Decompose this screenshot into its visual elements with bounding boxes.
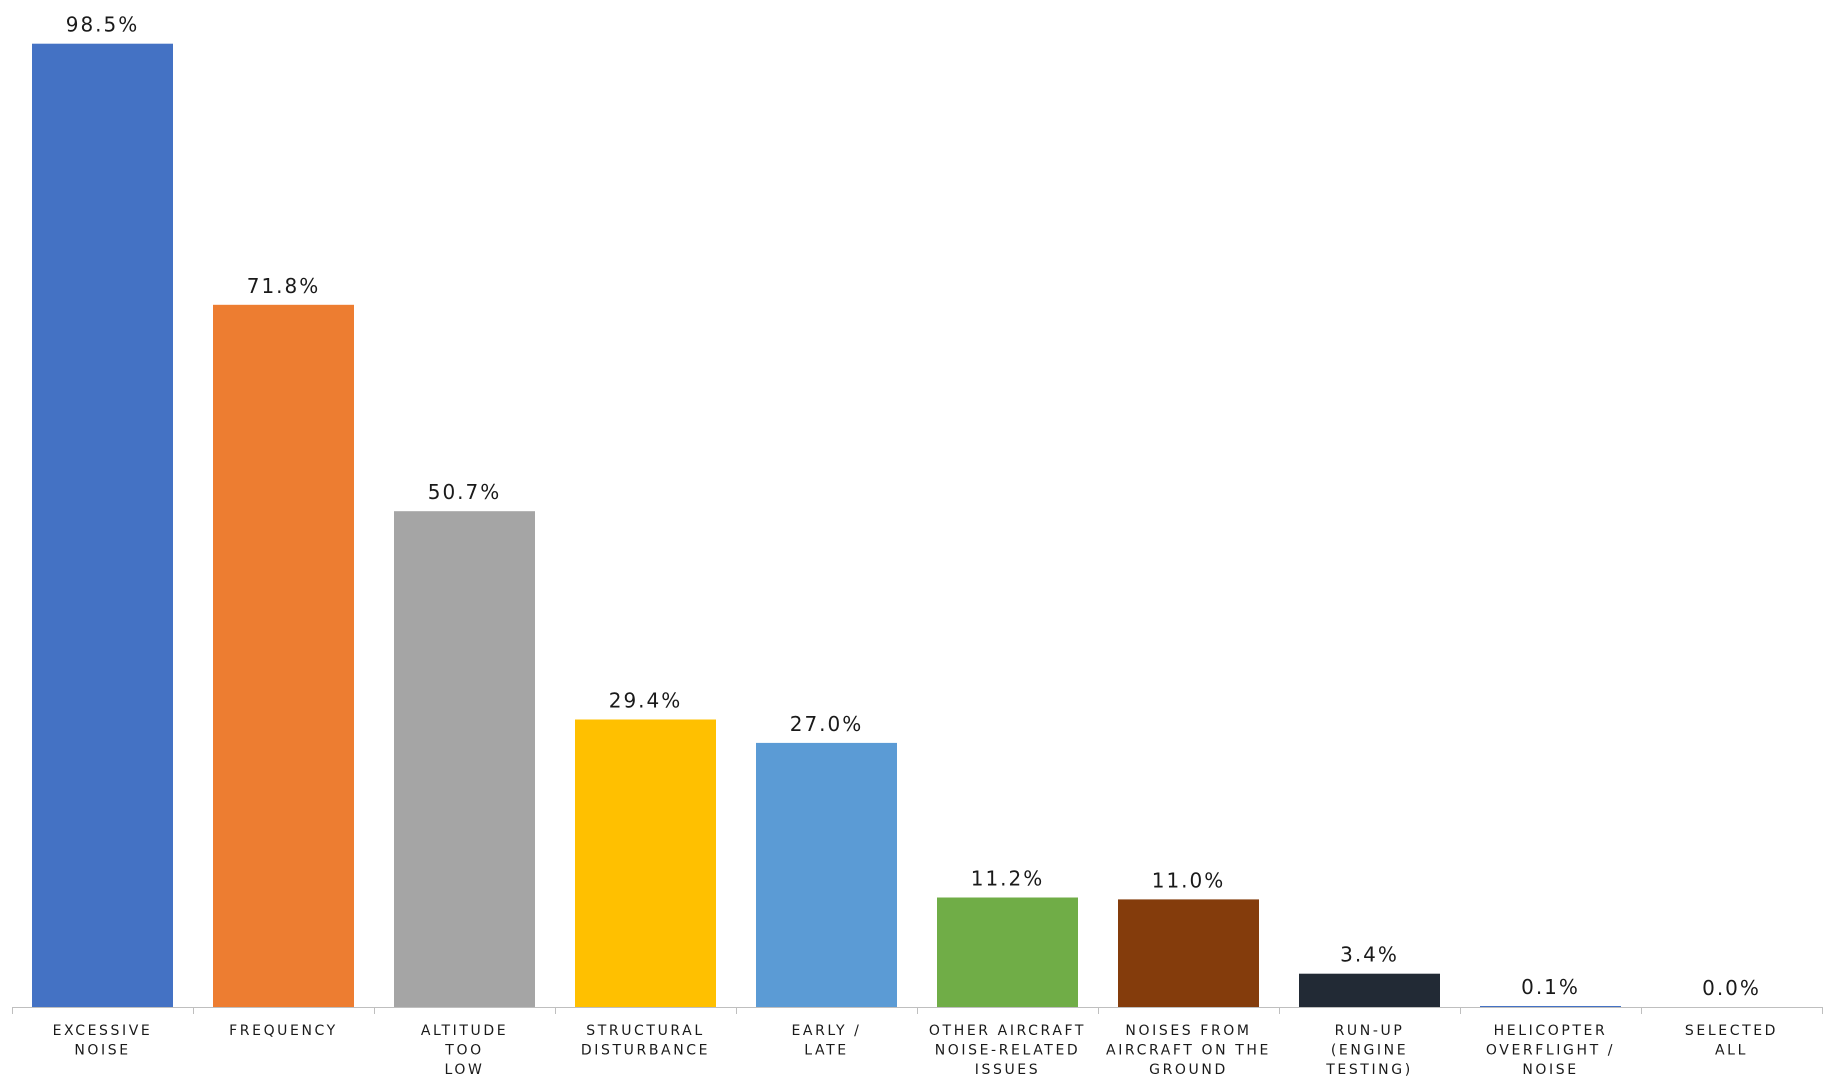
category-label-line: NOISE-RELATED xyxy=(935,1043,1081,1059)
category-label-line: OTHER AIRCRAFT xyxy=(929,1023,1086,1039)
category-label-line: AIRCRAFT ON THE xyxy=(1106,1043,1271,1059)
category-label-line: HELICOPTER xyxy=(1494,1023,1608,1039)
category-label-line: TESTING) xyxy=(1325,1062,1413,1078)
bar xyxy=(1480,1006,1621,1007)
value-label: 71.8% xyxy=(247,274,321,298)
value-label: 0.1% xyxy=(1521,975,1580,999)
category-label-line: GROUND xyxy=(1149,1062,1228,1078)
category-label-line: DISTURBANCE xyxy=(581,1043,710,1059)
category-label: ALTITUDE TOO LOW xyxy=(421,1023,508,1078)
category-label: OTHER AIRCRAFT NOISE-RELATED ISSUES xyxy=(929,1023,1086,1078)
category-label-line: ISSUES xyxy=(975,1062,1040,1078)
bar xyxy=(32,43,173,1007)
category-label: SELECTED ALL xyxy=(1685,1023,1778,1059)
value-label: 3.4% xyxy=(1340,943,1399,967)
value-label: 98.5% xyxy=(66,13,140,37)
category-label-line: SELECTED xyxy=(1685,1023,1778,1039)
value-label: 0.0% xyxy=(1702,976,1761,1000)
category-label-line: RUN-UP xyxy=(1335,1023,1405,1039)
category-label-line: NOISES FROM xyxy=(1125,1023,1251,1039)
category-label-line: NOISE xyxy=(74,1043,130,1059)
bar xyxy=(575,719,716,1007)
category-label-line: ALL xyxy=(1715,1043,1748,1059)
category-label-line: LATE xyxy=(804,1043,848,1059)
category-label-line: (ENGINE xyxy=(1331,1043,1408,1059)
value-label: 11.0% xyxy=(1152,868,1226,892)
category-label-line: EXCESSIVE xyxy=(53,1023,153,1039)
category-label: RUN-UP (ENGINE TESTING) xyxy=(1325,1023,1413,1078)
category-label-line: FREQUENCY xyxy=(229,1023,338,1039)
value-label: 50.7% xyxy=(428,480,502,504)
category-label-line: NOISE xyxy=(1522,1062,1578,1078)
bar xyxy=(756,742,897,1007)
category-label-line: EARLY / xyxy=(791,1023,861,1039)
value-label: 29.4% xyxy=(609,689,683,713)
category-label: HELICOPTER OVERFLIGHT / NOISE xyxy=(1486,1023,1615,1078)
value-label: 11.2% xyxy=(971,867,1045,891)
category-label: STRUCTURAL DISTURBANCE xyxy=(581,1023,710,1059)
bars-group xyxy=(32,43,1621,1007)
category-label-line: TOO xyxy=(444,1043,483,1059)
category-labels-group: EXCESSIVE NOISE FREQUENCY ALTITUDE TOO LOW STR… xyxy=(53,1023,1778,1078)
bar xyxy=(213,304,354,1007)
bar xyxy=(1118,899,1259,1007)
category-label-line: STRUCTURAL xyxy=(586,1023,705,1039)
bar xyxy=(1299,973,1440,1007)
category-label: EXCESSIVE NOISE xyxy=(53,1023,153,1059)
category-label-line: LOW xyxy=(445,1062,485,1078)
value-labels-group: 98.5% 71.8% 50.7% 29.4% 27.0% 11.2% 11.0% 3.4% 0… xyxy=(66,13,1761,1000)
category-label-line: ALTITUDE xyxy=(421,1023,508,1039)
category-label-line: OVERFLIGHT / xyxy=(1486,1043,1615,1059)
category-label: FREQUENCY xyxy=(229,1023,338,1039)
value-label: 27.0% xyxy=(790,712,864,736)
category-label: NOISES FROM AIRCRAFT ON THE GROUND xyxy=(1106,1023,1271,1078)
bar xyxy=(937,897,1078,1007)
category-label: EARLY / LATE xyxy=(791,1023,861,1059)
bar xyxy=(394,511,535,1007)
x-axis xyxy=(12,1007,1823,1014)
